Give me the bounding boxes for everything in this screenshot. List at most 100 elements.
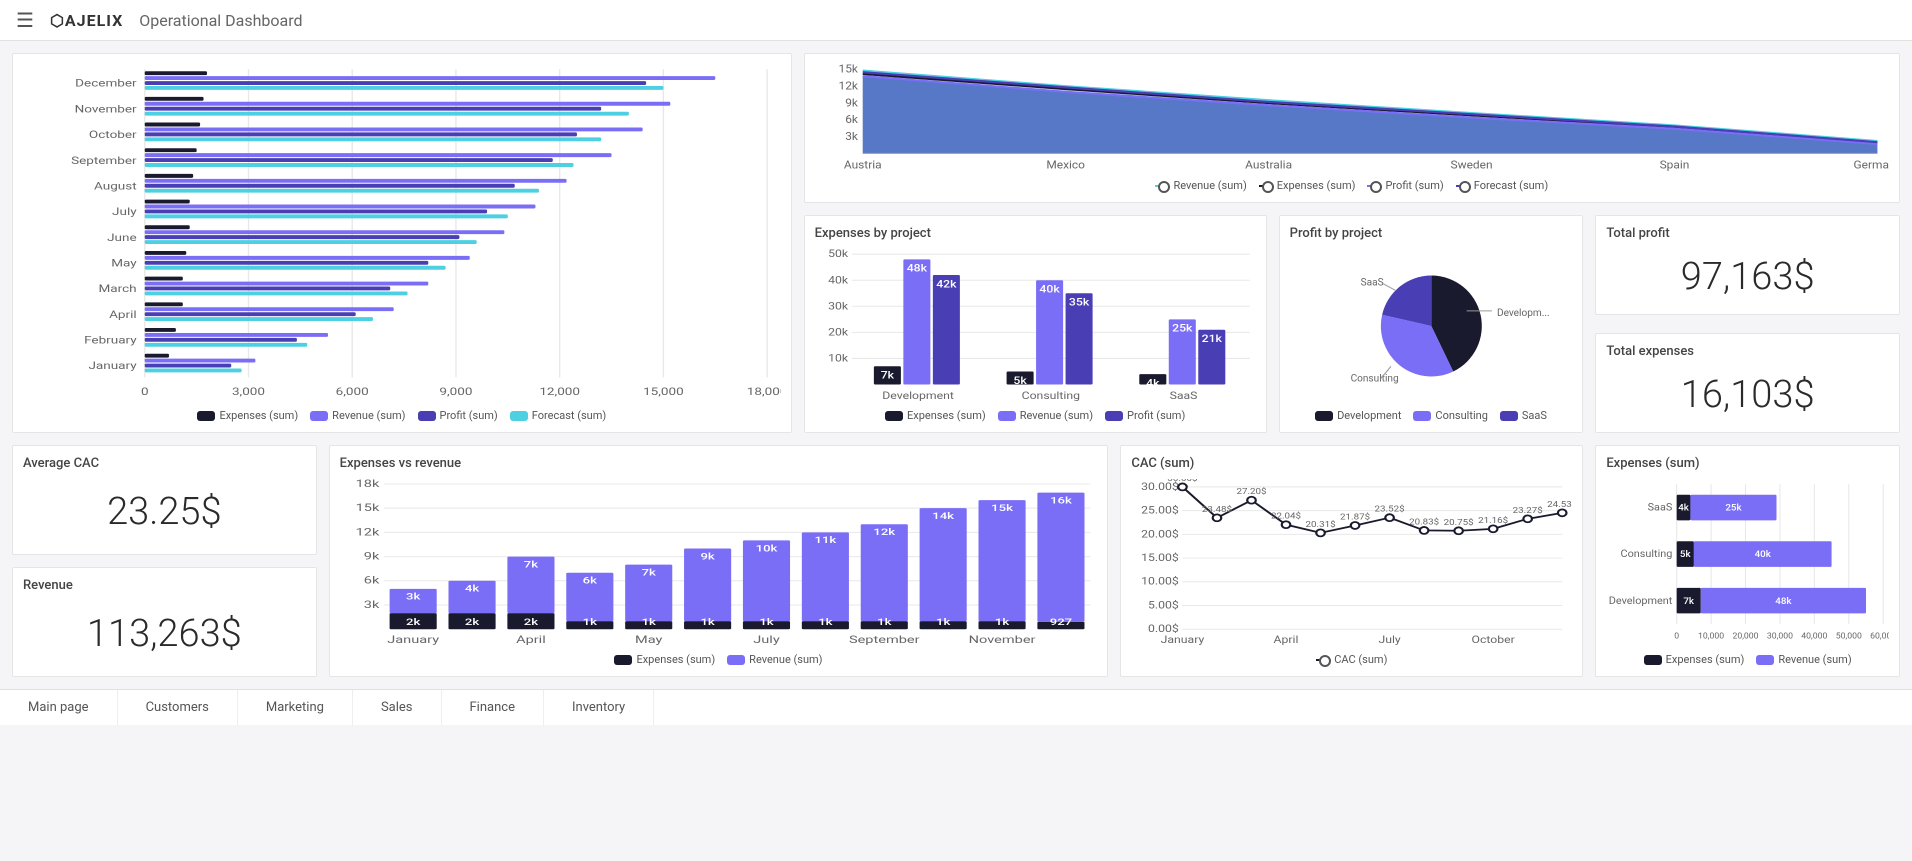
svg-text:5k: 5k	[1680, 549, 1692, 560]
card-title: Average CAC	[23, 456, 306, 471]
svg-text:20.31$: 20.31$	[1306, 520, 1336, 530]
svg-text:50k: 50k	[828, 249, 848, 260]
tab-finance[interactable]: Finance	[442, 690, 544, 725]
svg-text:12k: 12k	[838, 79, 858, 92]
svg-text:6k: 6k	[363, 575, 379, 587]
svg-text:10.00$: 10.00$	[1142, 576, 1180, 588]
svg-text:Germany: Germany	[1853, 158, 1889, 171]
svg-text:Australia: Australia	[1245, 158, 1292, 171]
svg-text:21.16$: 21.16$	[1478, 516, 1508, 526]
svg-text:23.27$: 23.27$	[1513, 506, 1543, 516]
svg-text:1k: 1k	[877, 617, 891, 627]
svg-text:4k: 4k	[1146, 377, 1159, 389]
expenses-vs-revenue-chart: Expenses vs revenue 3k6k9k12k15k18k2k3kJ…	[329, 445, 1109, 677]
svg-text:January: January	[387, 634, 439, 646]
svg-text:15k: 15k	[991, 503, 1013, 513]
svg-text:9k: 9k	[700, 551, 714, 561]
svg-text:September: September	[71, 154, 137, 166]
revenue-kpi: Revenue 113,263$	[12, 567, 317, 677]
svg-text:3k: 3k	[363, 599, 379, 611]
svg-text:Mexico: Mexico	[1046, 158, 1085, 171]
svg-text:Consulting: Consulting	[1621, 547, 1673, 560]
card-title: Total profit	[1606, 226, 1889, 241]
svg-text:4k: 4k	[1679, 503, 1691, 514]
tab-customers[interactable]: Customers	[118, 690, 238, 725]
card-title: Expenses vs revenue	[340, 456, 1098, 471]
svg-text:1k: 1k	[641, 617, 655, 627]
svg-text:25k: 25k	[1172, 323, 1192, 335]
total-profit-kpi: Total profit 97,163$	[1595, 215, 1900, 315]
card-title: Profit by project	[1290, 226, 1573, 241]
svg-text:24.53$: 24.53$	[1547, 500, 1572, 510]
svg-text:January: January	[88, 360, 137, 372]
svg-text:14k: 14k	[932, 511, 954, 521]
svg-text:12,000: 12,000	[539, 385, 580, 397]
svg-text:SaaS: SaaS	[1169, 390, 1197, 402]
tab-sales[interactable]: Sales	[353, 690, 442, 725]
svg-text:May: May	[111, 257, 137, 269]
expenses-hbar-legend: Expenses (sum)Revenue (sum)	[1606, 653, 1889, 666]
svg-text:35k: 35k	[1069, 296, 1089, 308]
total-expenses-kpi: Total expenses 16,103$	[1595, 333, 1900, 433]
svg-text:Development: Development	[1609, 594, 1673, 607]
avg-cac-kpi: Average CAC 23.25$	[12, 445, 317, 555]
profit-by-project-chart: Profit by project Developm...ConsultingS…	[1279, 215, 1584, 433]
svg-text:Austria: Austria	[844, 158, 882, 171]
expenses-project-legend: Expenses (sum)Revenue (sum)Profit (sum)	[815, 409, 1256, 422]
dashboard: 03,0006,0009,00012,00015,00018,000Decemb…	[0, 41, 1912, 689]
svg-text:18,000: 18,000	[747, 385, 781, 397]
svg-text:0: 0	[141, 385, 149, 397]
svg-text:April: April	[516, 634, 546, 646]
svg-text:10k: 10k	[828, 352, 848, 364]
exp-vs-rev-legend: Expenses (sum)Revenue (sum)	[340, 653, 1098, 666]
cac-legend: CAC (sum)	[1131, 653, 1572, 666]
card-title: Total expenses	[1606, 344, 1889, 359]
svg-text:27.20$: 27.20$	[1237, 487, 1267, 497]
svg-text:21k: 21k	[1201, 333, 1221, 345]
svg-text:7k: 7k	[1684, 596, 1696, 607]
svg-text:March: March	[99, 283, 137, 295]
svg-text:December: December	[75, 77, 136, 89]
svg-text:2k: 2k	[465, 617, 479, 627]
svg-text:9k: 9k	[363, 551, 379, 563]
svg-text:21.87$: 21.87$	[1340, 512, 1370, 522]
svg-text:Consulting: Consulting	[1350, 374, 1398, 385]
svg-text:22.04$: 22.04$	[1271, 512, 1301, 522]
svg-text:1k: 1k	[818, 617, 832, 627]
svg-text:30.00$: 30.00$	[1168, 479, 1198, 484]
svg-text:20.00$: 20.00$	[1142, 528, 1180, 540]
svg-text:Sweden: Sweden	[1450, 158, 1492, 171]
svg-text:3k: 3k	[406, 592, 420, 602]
svg-text:927: 927	[1049, 617, 1071, 627]
kpi-value: 113,263$	[23, 601, 306, 666]
svg-text:5k: 5k	[1013, 375, 1026, 387]
svg-text:6k: 6k	[582, 576, 596, 586]
menu-icon[interactable]: ☰	[16, 8, 34, 32]
svg-text:1k: 1k	[995, 617, 1009, 627]
svg-text:30,000: 30,000	[1767, 632, 1793, 642]
svg-text:6,000: 6,000	[336, 385, 369, 397]
expenses-by-project-chart: Expenses by project 10k20k30k40k50kDevel…	[804, 215, 1267, 433]
svg-text:48k: 48k	[1776, 596, 1793, 607]
tab-inventory[interactable]: Inventory	[544, 690, 654, 725]
monthly-legend: Expenses (sum)Revenue (sum)Profit (sum)F…	[23, 409, 781, 422]
card-title: CAC (sum)	[1131, 456, 1572, 471]
cac-line-chart: CAC (sum) 0.00$5.00$10.00$15.00$20.00$25…	[1120, 445, 1583, 677]
svg-text:48k: 48k	[906, 263, 926, 275]
svg-text:10k: 10k	[755, 543, 777, 553]
svg-text:October: October	[1472, 634, 1515, 646]
card-title: Revenue	[23, 578, 306, 593]
svg-text:July: July	[112, 206, 137, 218]
svg-text:25k: 25k	[1726, 503, 1743, 514]
svg-text:18k: 18k	[355, 479, 380, 490]
tab-marketing[interactable]: Marketing	[238, 690, 353, 725]
kpi-value: 16,103$	[1606, 367, 1889, 422]
header: ☰ ⬡AJELIX Operational Dashboard	[0, 0, 1912, 41]
kpi-value: 97,163$	[1606, 249, 1889, 304]
svg-text:60,000: 60,000	[1870, 632, 1888, 642]
svg-text:November: November	[75, 103, 137, 115]
monthly-hbar-chart: 03,0006,0009,00012,00015,00018,000Decemb…	[12, 53, 792, 433]
tab-main-page[interactable]: Main page	[0, 690, 118, 725]
svg-text:May: May	[635, 634, 663, 646]
bottom-tabs: Main pageCustomersMarketingSalesFinanceI…	[0, 689, 1912, 725]
